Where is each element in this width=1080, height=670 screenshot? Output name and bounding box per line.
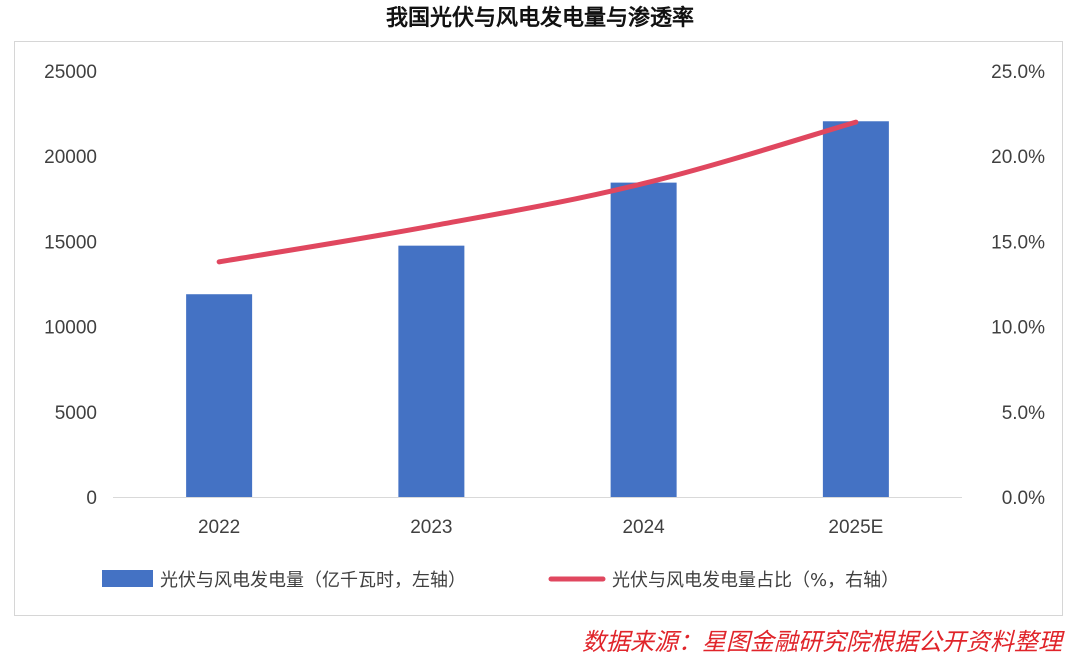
legend-swatch-bar [102, 570, 153, 587]
y-left-tick-label: 0 [86, 488, 97, 509]
bar [186, 294, 253, 497]
y-right-tick-label: 5.0% [1002, 403, 1045, 424]
legend-label-bar: 光伏与风电发电量（亿千瓦时，左轴） [160, 570, 466, 591]
x-tick-label: 2024 [622, 517, 665, 538]
bar [610, 182, 677, 497]
y-left-tick-label: 20000 [44, 147, 97, 168]
x-tick-label: 2022 [198, 517, 240, 538]
y-right-tick-label: 25.0% [991, 62, 1045, 83]
source-note: 数据来源：星图金融研究院根据公开资料整理 [582, 628, 1062, 656]
y-left-tick-label: 5000 [55, 403, 97, 424]
y-left-tick-label: 15000 [44, 232, 97, 253]
y-right-tick-label: 10.0% [991, 318, 1045, 339]
bar [822, 121, 889, 497]
chart-frame: 0 5000 10000 15000 20000 25000 0.0% 5.0% 10.0% 15… [14, 41, 1063, 616]
y-left-tick-label: 10000 [44, 318, 97, 339]
legend-label-line: 光伏与风电发电量占比（%，右轴） [612, 570, 899, 591]
bar [398, 245, 465, 497]
x-tick-label: 2023 [410, 517, 452, 538]
line-series-percent [216, 119, 859, 265]
x-tick-label: 2025E [828, 517, 883, 538]
y-right-tick-label: 15.0% [991, 232, 1045, 253]
chart-title: 我国光伏与风电发电量与渗透率 [385, 5, 694, 31]
y-right-tick-label: 20.0% [991, 147, 1045, 168]
y-left-tick-label: 25000 [44, 62, 97, 83]
chart-plot: 0 5000 10000 15000 20000 25000 0.0% 5.0% 10.0% 15… [44, 62, 1045, 591]
y-right-tick-label: 0.0% [1002, 488, 1045, 509]
